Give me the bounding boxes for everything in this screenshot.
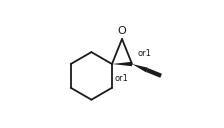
- Text: or1: or1: [114, 74, 128, 83]
- Polygon shape: [112, 62, 132, 66]
- Text: or1: or1: [137, 49, 151, 58]
- Polygon shape: [132, 64, 148, 72]
- Text: O: O: [118, 26, 126, 36]
